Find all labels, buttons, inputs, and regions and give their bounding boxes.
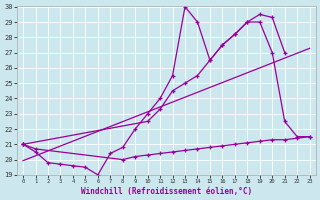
X-axis label: Windchill (Refroidissement éolien,°C): Windchill (Refroidissement éolien,°C) — [81, 187, 252, 196]
